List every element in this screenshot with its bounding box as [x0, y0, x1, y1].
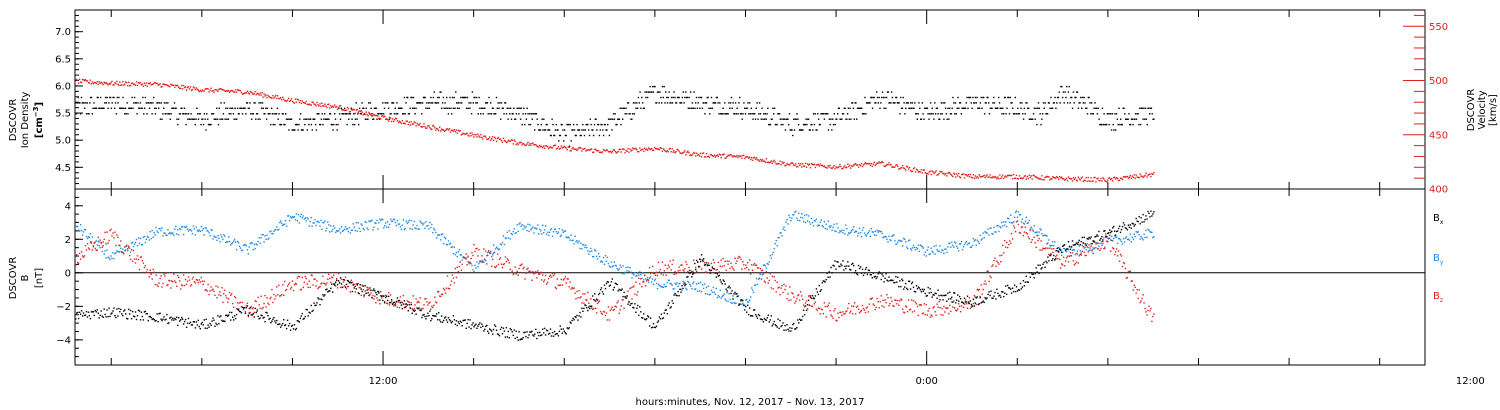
- time-axis-ticks: 12:00 0:00 12:00: [110, 10, 1485, 387]
- density-axis-label-line1: DSCOVR: [8, 99, 19, 142]
- velocity-tick-label: 450: [1429, 130, 1448, 141]
- b-field-axis-label-line1: DSCOVR: [8, 257, 19, 300]
- density-axis-unit: [cm−3]: [32, 102, 45, 138]
- velocity-tick-label: 500: [1429, 76, 1448, 87]
- b-field-axis-label-line2: B: [20, 274, 31, 281]
- density-axis-label-line2: Ion Density: [20, 92, 31, 149]
- legend-by: By: [1433, 253, 1444, 266]
- top-panel: 4.5 5.0 5.5 6.0 6.5 7.0 400 450 500 550 DSCOVR I…: [8, 9, 1499, 196]
- bottom-panel: −4 −2 0 2 4 DSCOVR B [nT] Bx By Bz: [8, 188, 1444, 366]
- bz-series: [75, 220, 1155, 323]
- velocity-axis-label-line2: Velocity: [1477, 90, 1488, 129]
- density-tick-label: 6.5: [55, 54, 71, 65]
- density-tick-label: 4.5: [55, 163, 71, 174]
- b-field-tick-label: 0: [65, 268, 71, 279]
- velocity-axis-ticks: 400 450 500 550: [1403, 14, 1448, 196]
- by-series: [75, 210, 1155, 307]
- top-panel-data: [75, 78, 1155, 183]
- density-tick-label: 6.0: [55, 81, 71, 92]
- density-axis-ticks: 4.5 5.0 5.5 6.0 6.5 7.0: [55, 9, 83, 185]
- b-field-tick-label: −4: [56, 335, 71, 346]
- velocity-tick-label: 550: [1429, 22, 1448, 33]
- legend-bx: Bx: [1433, 213, 1444, 226]
- b-field-tick-label: 4: [65, 201, 71, 212]
- time-axis-title: hours:minutes, Nov. 12, 2017 – Nov. 13, …: [636, 397, 865, 408]
- velocity-series: [75, 78, 1155, 183]
- top-panel-frame: [74, 9, 1426, 190]
- density-tick-label: 5.5: [55, 109, 71, 120]
- legend: Bx By Bz: [1433, 213, 1444, 304]
- density-tick-label: 7.0: [55, 27, 71, 38]
- density-tick-label: 5.0: [55, 136, 71, 147]
- velocity-axis-label-line1: DSCOVR: [1466, 89, 1477, 132]
- time-tick-label: 12:00: [1456, 376, 1485, 387]
- bx-series: [75, 210, 1155, 341]
- time-tick-label: 0:00: [915, 376, 937, 387]
- velocity-tick-label: 400: [1429, 185, 1448, 196]
- bottom-panel-data: [75, 210, 1155, 341]
- b-field-axis-unit: [nT]: [34, 268, 45, 288]
- bottom-panel-frame: [74, 188, 1426, 366]
- density-series: [75, 85, 1155, 147]
- b-field-tick-label: 2: [65, 235, 71, 246]
- b-field-axis-ticks: −4 −2 0 2 4: [56, 196, 83, 358]
- legend-bz: Bz: [1433, 291, 1443, 304]
- velocity-axis-label-line3: [km/s]: [1488, 94, 1499, 126]
- b-field-tick-label: −2: [56, 302, 71, 313]
- time-tick-label: 12:00: [369, 376, 398, 387]
